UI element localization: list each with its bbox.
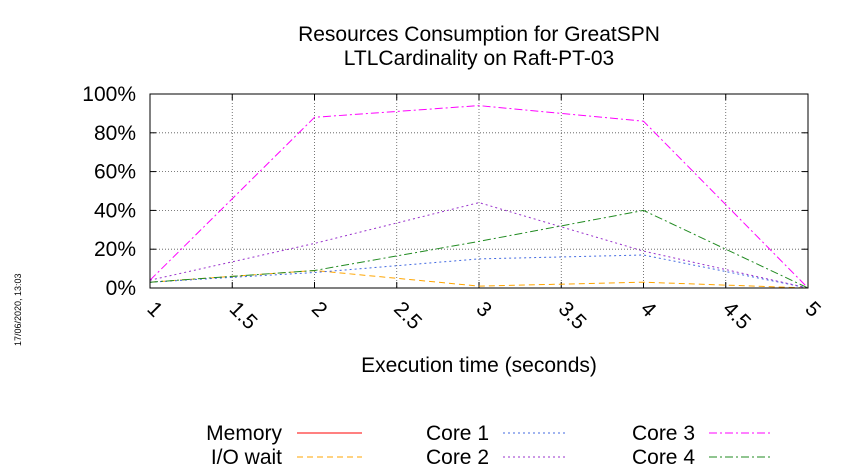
y-tick-label: 80% xyxy=(94,122,136,145)
y-tick-label: 40% xyxy=(94,199,136,222)
legend-label-i-o-wait: I/O wait xyxy=(211,446,282,469)
x-axis-label: Execution time (seconds) xyxy=(361,354,597,377)
legend-label-core-3: Core 3 xyxy=(632,422,695,445)
chart-title: Resources Consumption for GreatSPN xyxy=(298,23,660,46)
series-line-i-o-wait xyxy=(149,269,809,289)
x-tick-label: 4 xyxy=(636,297,661,322)
grid-lines xyxy=(150,94,808,288)
x-tick-label: 2.5 xyxy=(389,297,426,334)
legend-label-memory: Memory xyxy=(206,422,282,445)
y-tick-label: 60% xyxy=(94,161,136,184)
x-tick-label: 1 xyxy=(142,297,167,322)
timestamp: 17/06/2020, 13:03 xyxy=(13,273,23,346)
y-tick-label: 100% xyxy=(82,83,136,106)
chart-subtitle: LTLCardinality on Raft-PT-03 xyxy=(344,47,614,70)
legend-label-core-1: Core 1 xyxy=(426,422,489,445)
series-line-core-4 xyxy=(149,209,809,289)
legend-label-core-2: Core 2 xyxy=(426,446,489,469)
series-line-core-3 xyxy=(149,105,809,289)
y-tick-label: 0% xyxy=(106,277,136,300)
y-tick-label: 20% xyxy=(94,238,136,261)
x-tick-label: 3.5 xyxy=(554,297,591,334)
x-tick-label: 2 xyxy=(307,297,332,322)
x-tick-label: 3 xyxy=(471,297,496,322)
x-tick-label: 5 xyxy=(800,297,825,322)
x-tick-label: 1.5 xyxy=(225,297,262,334)
series-line-core-1 xyxy=(149,254,809,289)
x-tick-label: 4.5 xyxy=(718,297,755,334)
x-axis-ticks: 1 1.5 2 2.5 3 3.5 4 4.5 5 xyxy=(142,94,825,334)
series-line-core-2 xyxy=(149,202,809,289)
plot-frame xyxy=(149,93,809,289)
y-axis-ticks: 0% 20% 40% 60% 80% 100% xyxy=(82,83,808,300)
legend-label-core-4: Core 4 xyxy=(632,446,695,469)
